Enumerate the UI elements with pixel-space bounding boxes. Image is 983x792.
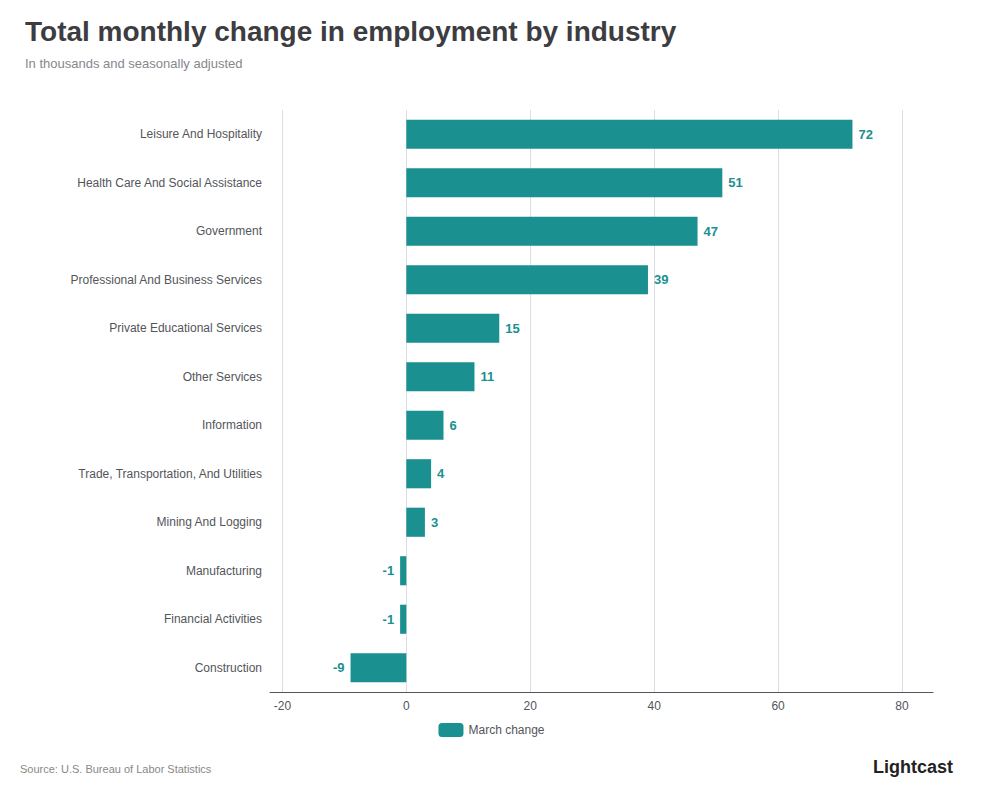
svg-text:Government: Government [196,224,263,238]
svg-text:Leisure And Hospitality: Leisure And Hospitality [140,127,262,141]
svg-text:March change: March change [468,723,544,737]
svg-text:-1: -1 [383,612,395,627]
svg-text:3: 3 [431,515,438,530]
svg-text:47: 47 [704,224,718,239]
svg-text:Manufacturing: Manufacturing [186,564,262,578]
svg-text:11: 11 [480,369,494,384]
svg-text:Trade, Transportation, And Uti: Trade, Transportation, And Utilities [78,467,262,481]
svg-text:Information: Information [202,418,262,432]
svg-text:6: 6 [449,418,456,433]
svg-text:Other Services: Other Services [183,370,262,384]
svg-text:Source: U.S. Bureau of Labor S: Source: U.S. Bureau of Labor Statistics [20,763,212,775]
svg-text:Private Educational Services: Private Educational Services [109,321,262,335]
svg-text:39: 39 [654,272,668,287]
svg-text:In thousands and seasonally ad: In thousands and seasonally adjusted [25,56,243,71]
svg-text:Total monthly change in employ: Total monthly change in employment by in… [25,16,677,47]
svg-text:15: 15 [505,321,519,336]
svg-text:-9: -9 [333,660,345,675]
svg-text:40: 40 [647,699,661,713]
svg-text:0: 0 [403,699,410,713]
svg-text:Mining And Logging: Mining And Logging [157,515,262,529]
svg-text:80: 80 [895,699,909,713]
svg-text:-20: -20 [274,699,292,713]
svg-text:Construction: Construction [195,661,262,675]
svg-text:-1: -1 [383,563,395,578]
svg-text:4: 4 [437,466,445,481]
svg-text:72: 72 [858,127,872,142]
svg-text:Financial Activities: Financial Activities [164,612,262,626]
svg-text:Health Care And Social Assista: Health Care And Social Assistance [77,176,262,190]
svg-text:Professional And Business Serv: Professional And Business Services [71,273,262,287]
svg-text:20: 20 [524,699,538,713]
svg-text:60: 60 [771,699,785,713]
svg-text:51: 51 [728,175,742,190]
svg-text:Lightcast: Lightcast [873,757,953,777]
